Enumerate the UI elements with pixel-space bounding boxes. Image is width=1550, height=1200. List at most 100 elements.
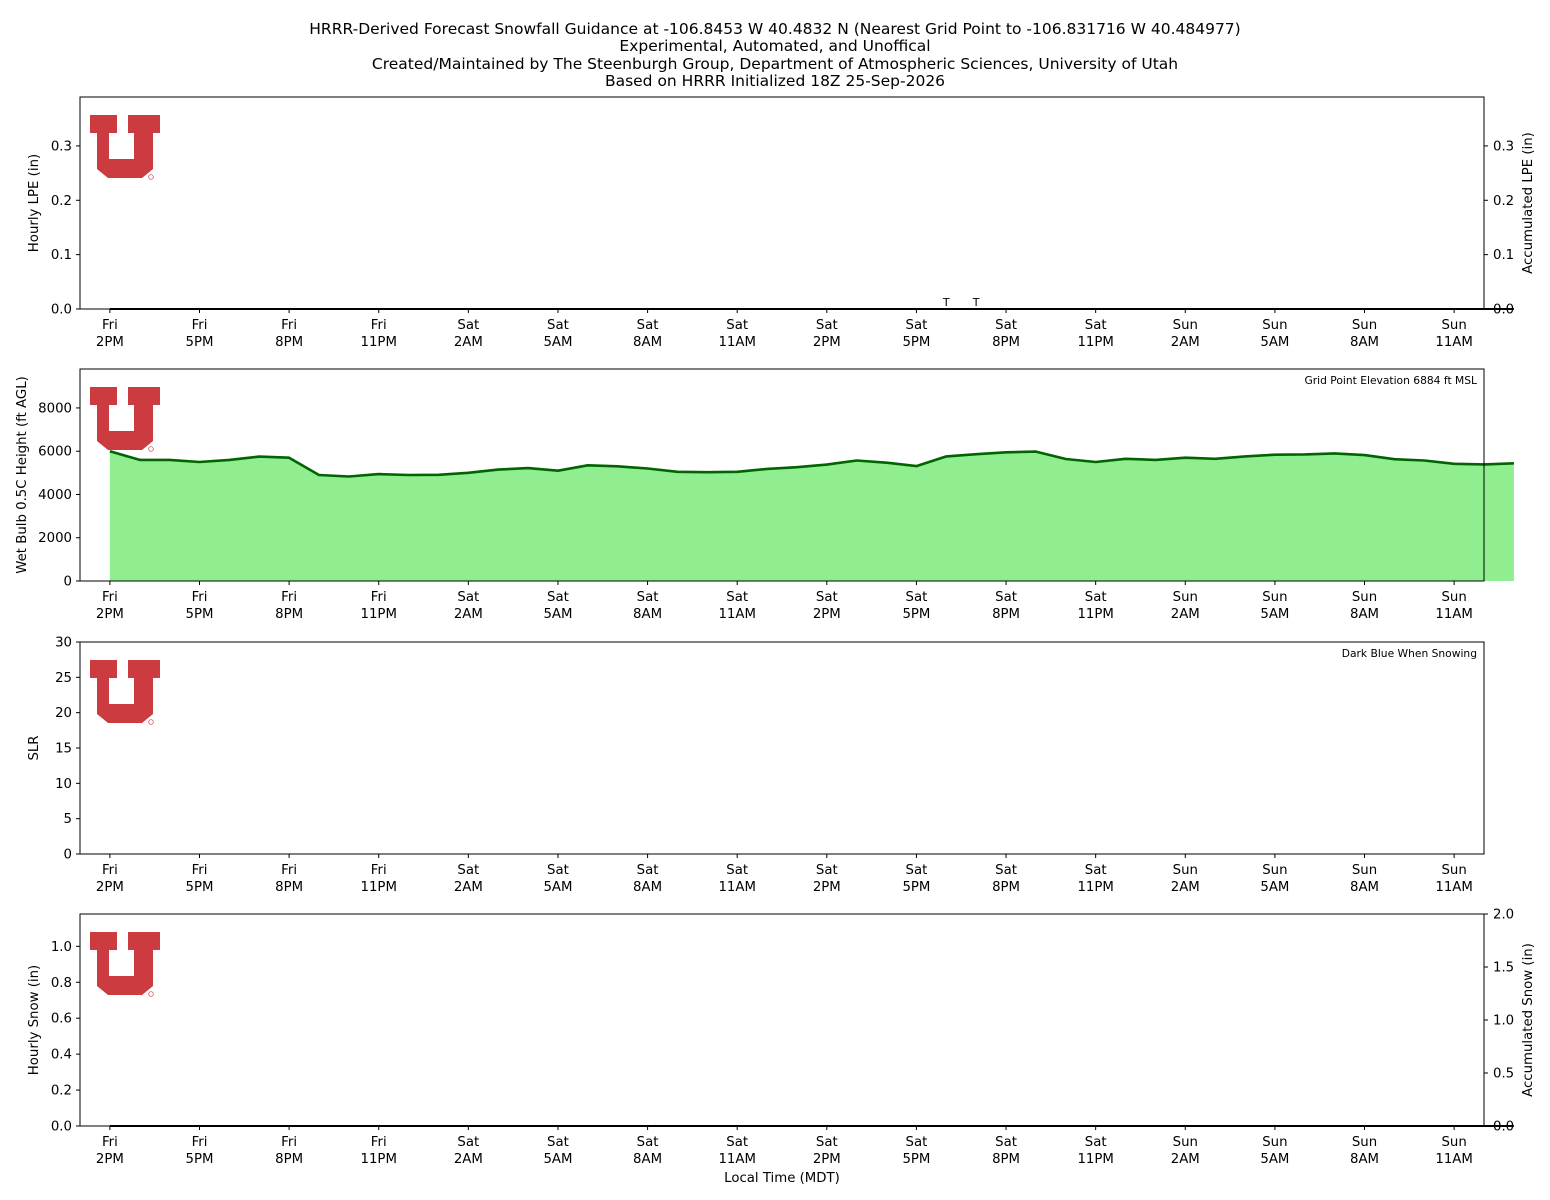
x-tick-day: Sat	[816, 318, 838, 333]
y-tick-label: 0.8	[51, 976, 72, 991]
x-tick-time: 2PM	[96, 607, 124, 622]
x-tick-day: Sat	[457, 318, 479, 333]
y-axis-label: Hourly Snow (in)	[27, 965, 42, 1075]
x-tick-day: Sat	[547, 590, 569, 605]
y-right-tick-label: 1.5	[1493, 961, 1514, 976]
x-tick-day: Sat	[726, 863, 748, 878]
x-tick-time: 8AM	[633, 880, 662, 895]
x-tick-day: Sat	[1085, 863, 1107, 878]
panel-note: Dark Blue When Snowing	[1342, 647, 1477, 660]
x-tick-day: Fri	[281, 1135, 297, 1150]
x-tick-time: 5PM	[186, 607, 214, 622]
registered-mark	[148, 174, 154, 180]
x-tick-time: 2PM	[96, 1152, 124, 1167]
wetbulb-area	[109, 451, 1514, 581]
panel-note: Grid Point Elevation 6884 ft MSL	[1304, 374, 1477, 387]
x-tick-time: 8AM	[633, 335, 662, 350]
x-tick-time: 2AM	[454, 880, 483, 895]
x-tick-time: 8AM	[1350, 335, 1379, 350]
x-tick-day: Sun	[1441, 863, 1466, 878]
x-tick-day: Fri	[192, 1135, 208, 1150]
x-tick-time: 11PM	[361, 335, 397, 350]
x-tick-time: 2AM	[1171, 880, 1200, 895]
y-tick-label: 10	[55, 777, 72, 792]
x-tick-time: 8PM	[992, 1152, 1020, 1167]
title-line-3: Created/Maintained by The Steenburgh Gro…	[371, 54, 1179, 73]
y-tick-label: 0.1	[51, 248, 72, 263]
registered-mark	[148, 446, 154, 452]
y-axis-label: Hourly LPE (in)	[27, 154, 42, 252]
x-tick-time: 5AM	[543, 880, 572, 895]
x-tick-day: Sat	[1085, 318, 1107, 333]
y-tick-label: 0.6	[51, 1012, 72, 1027]
x-tick-day: Sat	[995, 1135, 1017, 1150]
x-tick-day: Sun	[1173, 863, 1198, 878]
x-tick-day: Sat	[816, 590, 838, 605]
x-tick-day: Sat	[816, 863, 838, 878]
x-tick-time: 11PM	[1077, 335, 1113, 350]
figure-title: HRRR-Derived Forecast Snowfall Guidance …	[0, 20, 1550, 90]
x-tick-day: Sun	[1441, 590, 1466, 605]
x-tick-day: Sat	[906, 318, 928, 333]
y-tick-label: 8000	[38, 401, 72, 416]
x-tick-time: 5AM	[1260, 880, 1289, 895]
x-tick-time: 2PM	[96, 880, 124, 895]
x-tick-time: 2PM	[813, 335, 841, 350]
chart-panel-1: T T 0.0 0.1 0.2 0.3 0.0 0.1 0.2 0.3 Hourly LPE (in…	[27, 96, 1536, 350]
y-tick-label: 1.0	[51, 940, 72, 955]
x-tick-day: Fri	[102, 318, 118, 333]
x-tick-day: Sat	[637, 318, 659, 333]
x-tick-day: Fri	[281, 590, 297, 605]
x-tick-day: Sat	[547, 1135, 569, 1150]
y-right-tick-label: 0.0	[1493, 303, 1514, 318]
y-tick-label: 0.3	[51, 139, 72, 154]
y-right-tick-label: 0.1	[1493, 248, 1514, 263]
chart-panel-2: 0 2000 4000 6000 8000 Wet Bulb 0.5C Height (f…	[15, 368, 1514, 622]
x-tick-day: Sat	[457, 863, 479, 878]
x-tick-day: Sun	[1352, 318, 1377, 333]
x-tick-day: Fri	[371, 1135, 387, 1150]
y-tick-label: 15	[55, 742, 72, 757]
x-tick-day: Fri	[102, 863, 118, 878]
y-right-tick-label: 0.5	[1493, 1067, 1514, 1082]
x-tick-day: Sat	[906, 863, 928, 878]
x-tick-time: 8PM	[275, 607, 303, 622]
x-tick-day: Sat	[457, 1135, 479, 1150]
x-tick-time: 11AM	[1435, 1152, 1473, 1167]
title-line-1: HRRR-Derived Forecast Snowfall Guidance …	[309, 20, 1241, 38]
university-of-utah-logo	[90, 387, 160, 450]
x-tick-day: Fri	[192, 318, 208, 333]
y-tick-label: 0	[64, 575, 72, 590]
x-tick-day: Sun	[1173, 318, 1198, 333]
x-tick-day: Sun	[1352, 590, 1377, 605]
x-tick-day: Sat	[1085, 590, 1107, 605]
x-tick-time: 5AM	[1260, 335, 1289, 350]
x-tick-time: 11AM	[1435, 335, 1473, 350]
x-tick-time: 11PM	[361, 1152, 397, 1167]
x-tick-time: 8PM	[275, 1152, 303, 1167]
x-tick-day: Fri	[102, 590, 118, 605]
x-tick-time: 11AM	[718, 880, 756, 895]
x-tick-day: Sat	[637, 863, 659, 878]
x-tick-day: Sat	[637, 590, 659, 605]
title-line-2: Experimental, Automated, and Unoffical	[619, 37, 931, 56]
y-tick-label: 25	[55, 671, 72, 686]
plot-frame	[79, 913, 1485, 1127]
x-tick-time: 11AM	[1435, 607, 1473, 622]
plot-frame	[79, 96, 1485, 310]
x-tick-time: 5PM	[902, 335, 930, 350]
registered-mark	[148, 719, 154, 725]
x-tick-day: Sat	[457, 590, 479, 605]
x-tick-time: 5PM	[902, 1152, 930, 1167]
x-tick-time: 2PM	[813, 607, 841, 622]
chart-panel-4: 0.0 0.2 0.4 0.6 0.8 1.0 0.0 0.5 1.0 1.5 2.0 Hourly …	[27, 908, 1536, 1187]
x-tick-time: 2AM	[1171, 335, 1200, 350]
x-tick-time: 5PM	[186, 335, 214, 350]
x-tick-time: 5PM	[186, 880, 214, 895]
x-tick-day: Sun	[1173, 590, 1198, 605]
x-tick-time: 2AM	[454, 1152, 483, 1167]
x-tick-time: 5AM	[543, 335, 572, 350]
x-tick-day: Fri	[371, 863, 387, 878]
x-tick-time: 8AM	[1350, 880, 1379, 895]
